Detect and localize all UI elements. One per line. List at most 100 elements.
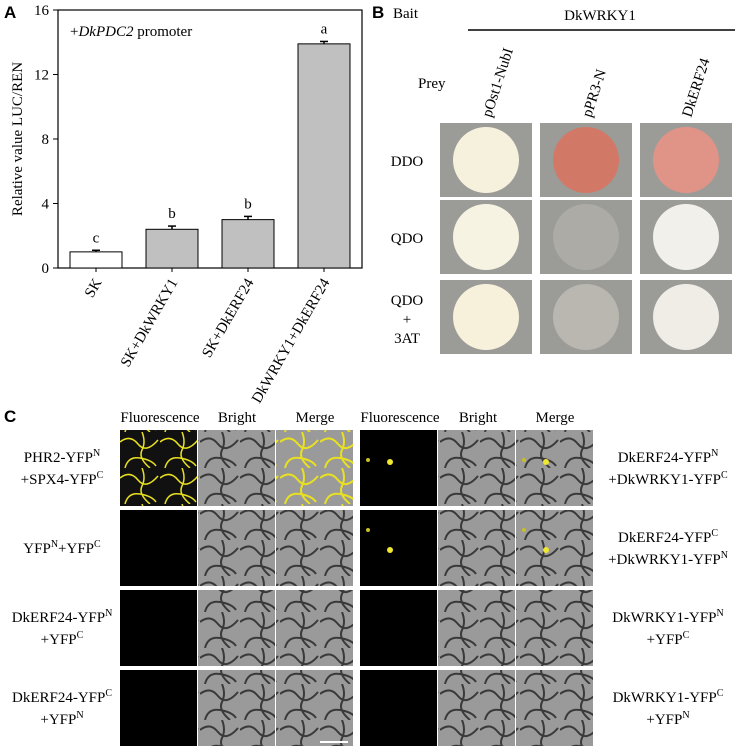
inset-part: + (70, 24, 78, 40)
bait-label: Bait (393, 6, 419, 22)
column-header: Merge (296, 410, 335, 426)
micrograph (198, 510, 275, 586)
sample-label: +YFPC (41, 630, 84, 648)
yeast-spot (653, 204, 719, 270)
sample-label: DkERF24-YFPC (618, 528, 718, 546)
sample-label: DkERF24-YFPC (12, 688, 112, 706)
micrograph (120, 670, 197, 746)
label-part: +SPX4-YFP (21, 472, 97, 488)
micrograph (276, 670, 353, 746)
label-part: DkERF24-YFP (12, 610, 105, 626)
micrograph (516, 590, 593, 666)
superscript: C (97, 470, 104, 481)
superscript: C (105, 688, 112, 699)
superscript: N (105, 608, 112, 619)
micrograph (276, 590, 353, 666)
medium-label: QDO (391, 231, 424, 247)
micrograph (438, 430, 515, 506)
micrograph (198, 430, 275, 506)
column-header: Fluorescence (360, 410, 439, 426)
prey-name: pPR3-N (580, 67, 610, 119)
nucleus-signal (387, 547, 393, 553)
micrograph (120, 430, 197, 506)
x-tick-label: DkWRKY1+DkERF24 (249, 276, 334, 407)
label-part: DkERF24-YFP (12, 690, 105, 706)
label-part: PHR2-YFP (24, 450, 93, 466)
micrograph (438, 670, 515, 746)
panel-letter: A (4, 3, 16, 22)
significance-letter: b (244, 196, 252, 212)
sample-label: DkWRKY1-YFPC (613, 688, 724, 706)
medium-label: QDO (391, 293, 424, 309)
micrograph (438, 590, 515, 666)
y-tick-label: 8 (42, 132, 50, 148)
superscript: C (711, 528, 718, 539)
x-tick-label: SK (82, 276, 106, 301)
micrograph (276, 510, 353, 586)
prey-name: DkERF24 (680, 56, 714, 119)
yeast-spot (553, 204, 619, 270)
yeast-spot (453, 284, 519, 350)
panel-letter: C (4, 407, 16, 426)
sample-label: +DkWRKY1-YFPC (608, 470, 728, 488)
micrograph (198, 590, 275, 666)
micrograph (198, 670, 275, 746)
superscript: N (93, 448, 100, 459)
superscript: C (683, 630, 690, 641)
inset-part: DkPDC2 (77, 24, 133, 40)
micrograph (516, 510, 593, 586)
bar (297, 43, 351, 269)
micrograph (360, 590, 437, 666)
micrograph (360, 670, 437, 746)
significance-letter: c (93, 230, 100, 246)
superscript: C (717, 688, 724, 699)
column-header: Bright (218, 410, 257, 426)
label-part: +YFP (40, 712, 76, 728)
label-part: DkERF24-YFP (618, 450, 711, 466)
superscript: C (94, 539, 101, 550)
bar (145, 228, 199, 269)
y-tick-label: 16 (34, 3, 50, 19)
label-part: +YFP (41, 632, 77, 648)
nucleus-signal (543, 459, 549, 465)
yeast-spot (653, 284, 719, 350)
panel-letter: B (372, 3, 384, 22)
nucleus-signal (522, 458, 526, 462)
x-tick-label: SK+DkERF24 (199, 276, 257, 361)
significance-letter: b (168, 206, 176, 222)
x-tick-label: SK+DkWRKY1 (118, 276, 182, 370)
prey-name: pOst1-NubI (480, 46, 517, 119)
yeast-spot (453, 204, 519, 270)
inset-label: +DkPDC2 promoter (70, 24, 192, 40)
sample-label: DkWRKY1-YFPN (612, 608, 723, 626)
superscript: N (721, 550, 728, 561)
bait-name: DkWRKY1 (564, 8, 636, 24)
nucleus-signal (543, 547, 549, 553)
nucleus-signal (522, 528, 526, 532)
superscript: N (716, 608, 723, 619)
yeast-spot (553, 127, 619, 193)
label-part: +YFP (647, 632, 683, 648)
label-part: +DkWRKY1-YFP (608, 472, 721, 488)
superscript: N (711, 448, 718, 459)
y-tick-label: 0 (42, 261, 50, 277)
sample-label: DkERF24-YFPN (12, 608, 113, 626)
sample-label: YFPN+YFPC (23, 539, 101, 557)
micrograph (360, 430, 437, 506)
significance-letter: a (321, 21, 328, 37)
y-axis-label: Relative value LUC/REN (10, 62, 26, 216)
nucleus-signal (366, 528, 370, 532)
micrograph (120, 510, 197, 586)
superscript: N (682, 710, 689, 721)
sample-label: +DkWRKY1-YFPN (608, 550, 728, 568)
inset-part: promoter (133, 24, 192, 40)
label-part: +YFP (646, 712, 682, 728)
sample-label: PHR2-YFPN (24, 448, 100, 466)
label-part: +YFP (58, 541, 94, 557)
column-header: Bright (459, 410, 498, 426)
micrograph (276, 430, 353, 506)
medium-label: 3AT (394, 331, 420, 347)
superscript: N (51, 539, 58, 550)
sample-label: +YFPN (646, 710, 689, 728)
